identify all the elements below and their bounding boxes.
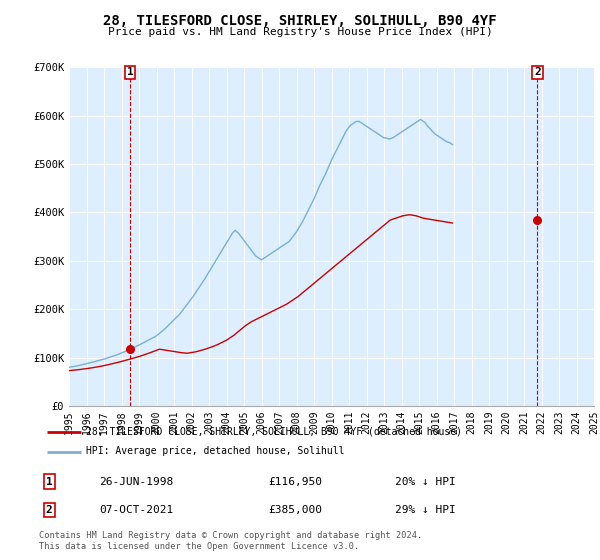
Text: 2: 2 — [46, 505, 53, 515]
Text: £116,950: £116,950 — [268, 477, 322, 487]
Text: HPI: Average price, detached house, Solihull: HPI: Average price, detached house, Soli… — [86, 446, 344, 456]
Text: £385,000: £385,000 — [268, 505, 322, 515]
Text: 20% ↓ HPI: 20% ↓ HPI — [395, 477, 456, 487]
Text: 1: 1 — [127, 67, 134, 77]
Text: 07-OCT-2021: 07-OCT-2021 — [100, 505, 173, 515]
Text: 26-JUN-1998: 26-JUN-1998 — [100, 477, 173, 487]
Text: This data is licensed under the Open Government Licence v3.0.: This data is licensed under the Open Gov… — [39, 542, 359, 551]
Text: 28, TILESFORD CLOSE, SHIRLEY, SOLIHULL, B90 4YF (detached house): 28, TILESFORD CLOSE, SHIRLEY, SOLIHULL, … — [86, 427, 462, 437]
Point — [533, 215, 542, 224]
Point — [125, 345, 135, 354]
Text: Price paid vs. HM Land Registry's House Price Index (HPI): Price paid vs. HM Land Registry's House … — [107, 27, 493, 37]
Text: 1: 1 — [46, 477, 53, 487]
Text: 28, TILESFORD CLOSE, SHIRLEY, SOLIHULL, B90 4YF: 28, TILESFORD CLOSE, SHIRLEY, SOLIHULL, … — [103, 14, 497, 28]
Text: Contains HM Land Registry data © Crown copyright and database right 2024.: Contains HM Land Registry data © Crown c… — [39, 531, 422, 540]
Text: 29% ↓ HPI: 29% ↓ HPI — [395, 505, 456, 515]
Text: 2: 2 — [534, 67, 541, 77]
